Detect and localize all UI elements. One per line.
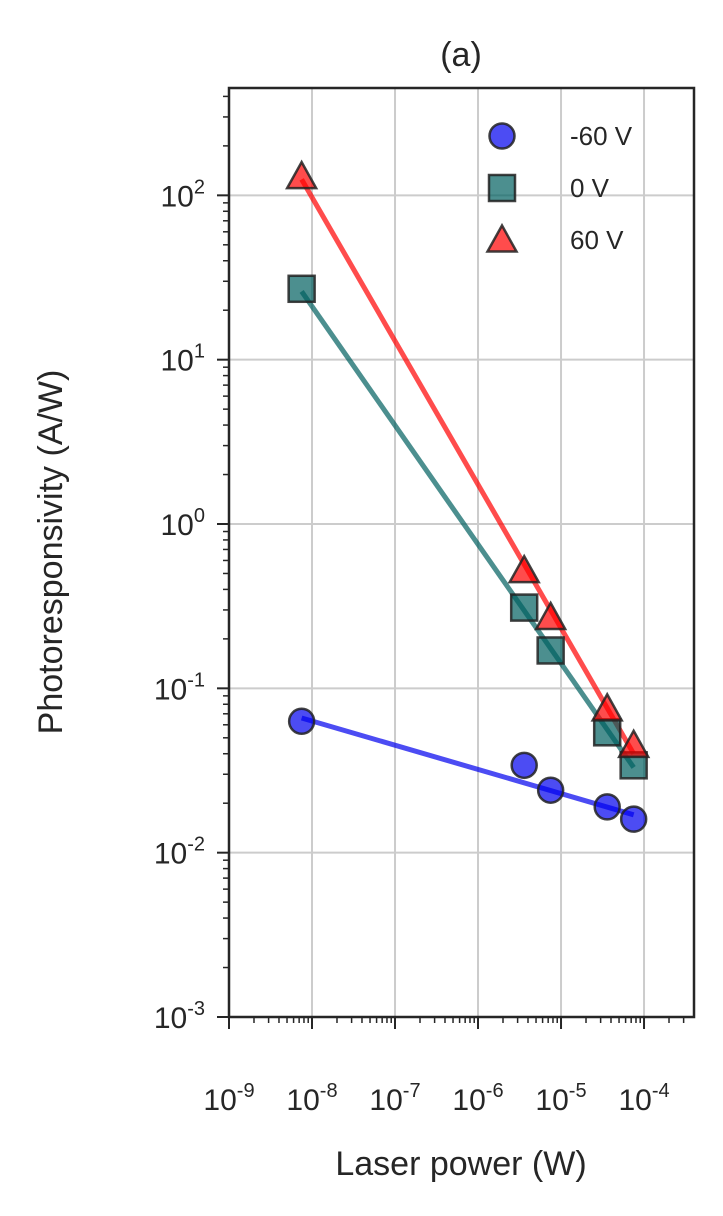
data-point-circle — [593, 793, 621, 821]
y-axis-label: Photoresponsivity (A/W) — [32, 370, 70, 735]
y-tick-label: 10-1 — [154, 669, 205, 706]
plot-frame — [227, 86, 696, 1019]
legend-label: -60 V — [570, 121, 633, 151]
data-point-circle — [536, 776, 565, 804]
x-tick-label: 10-6 — [452, 1080, 503, 1117]
data-point-square — [536, 636, 565, 665]
data-point-circle — [510, 751, 538, 780]
y-tick-label: 100 — [161, 505, 206, 542]
y-tick-label: 10-3 — [154, 998, 205, 1035]
y-tick-labels: 10-3 10-2 10-1 100 101 102 — [154, 176, 205, 1035]
legend-marker-triangle — [485, 222, 519, 253]
major-ticks — [217, 194, 646, 1029]
data-point-triangle — [285, 159, 319, 190]
fit-line-triangle — [299, 178, 636, 755]
data-point-circle — [287, 707, 316, 736]
x-axis-label: Laser power (W) — [335, 1145, 586, 1183]
legend: -60 V 0 V 60 V — [485, 121, 633, 255]
legend-label: 60 V — [570, 225, 624, 255]
grid — [229, 88, 694, 1017]
data-point-triangle — [590, 691, 624, 722]
x-tick-label: 10-8 — [286, 1080, 337, 1117]
fit-line-circle — [300, 715, 635, 818]
data-point-square — [287, 274, 316, 304]
data-markers — [285, 159, 651, 833]
y-tick-label: 102 — [161, 176, 206, 213]
fit-lines — [299, 178, 636, 818]
fit-line-square — [299, 290, 636, 769]
data-point-triangle — [507, 553, 541, 584]
x-tick-labels: 10-9 10-8 10-7 10-6 10-5 10-4 — [203, 1080, 669, 1117]
data-point-square — [509, 593, 539, 622]
data-point-triangle — [534, 600, 568, 631]
data-point-circle — [619, 805, 648, 833]
legend-label: 0 V — [570, 173, 610, 203]
legend-marker-square — [487, 173, 517, 203]
legend-marker-circle — [488, 122, 516, 150]
chart-title: (a) — [440, 36, 482, 74]
x-tick-label: 10-4 — [618, 1080, 669, 1117]
x-tick-label: 10-7 — [369, 1080, 420, 1117]
data-point-triangle — [617, 728, 651, 759]
x-tick-label: 10-5 — [535, 1080, 586, 1117]
y-tick-label: 101 — [161, 341, 206, 378]
x-tick-label: 10-9 — [203, 1080, 254, 1117]
data-point-square — [592, 718, 622, 747]
y-tick-label: 10-2 — [154, 834, 205, 871]
